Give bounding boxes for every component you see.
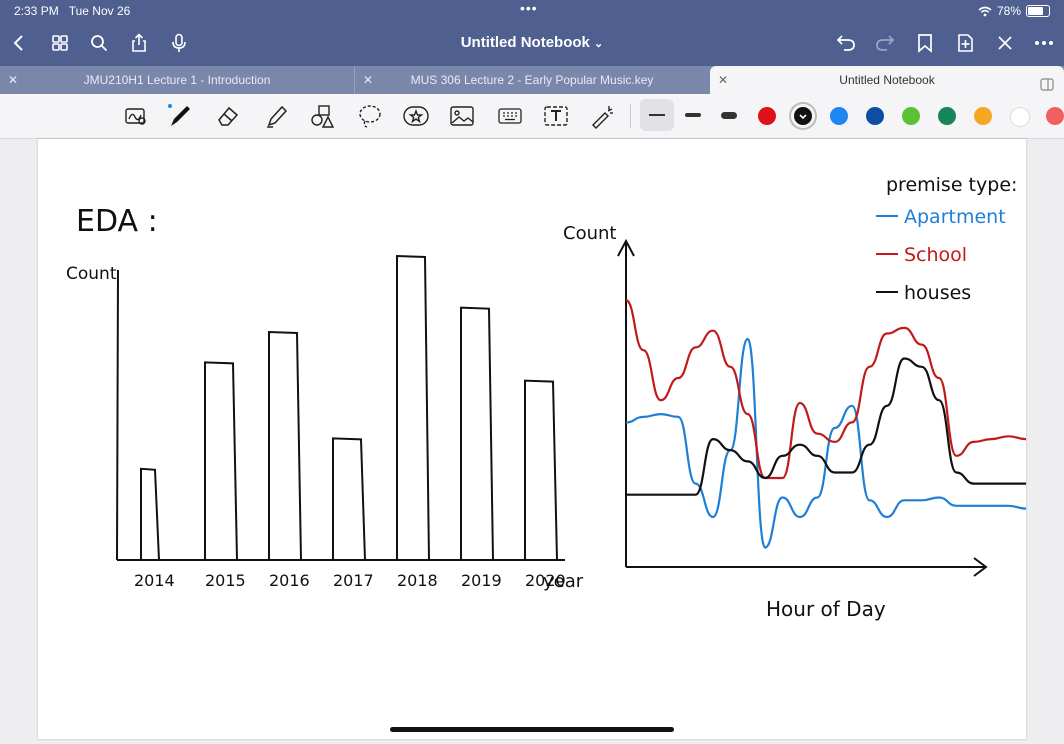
- add-page-icon[interactable]: [952, 30, 978, 56]
- shapes-icon[interactable]: [308, 102, 336, 130]
- share-icon[interactable]: [126, 30, 152, 56]
- tab-label: MUS 306 Lecture 2 - Early Popular Music.…: [410, 73, 654, 87]
- tab-close-icon[interactable]: ✕: [363, 73, 374, 87]
- bar-tick-label: 2016: [269, 571, 310, 590]
- lasso-image-icon[interactable]: [122, 102, 150, 130]
- tab-close-icon[interactable]: ✕: [718, 73, 729, 87]
- wifi-icon: [978, 6, 992, 16]
- color-swatch[interactable]: [830, 107, 848, 125]
- close-icon[interactable]: [992, 30, 1018, 56]
- color-swatch[interactable]: [1010, 107, 1030, 127]
- bar: [204, 361, 238, 561]
- bar: [140, 467, 160, 561]
- split-view-icon[interactable]: [1040, 73, 1054, 101]
- tab-mus306[interactable]: ✕ MUS 306 Lecture 2 - Early Popular Musi…: [355, 66, 709, 94]
- bookmark-icon[interactable]: [912, 30, 938, 56]
- stroke-thin-button[interactable]: [640, 99, 674, 131]
- line-chart: [617, 238, 1027, 577]
- back-icon[interactable]: [6, 30, 32, 56]
- pen-icon[interactable]: [166, 102, 194, 130]
- chevron-down-icon[interactable]: ⌄: [594, 38, 604, 50]
- clock-date: Tue Nov 26: [68, 4, 131, 18]
- grid-view-icon[interactable]: [47, 30, 73, 56]
- lasso-icon[interactable]: [356, 102, 384, 130]
- tab-untitled-notebook[interactable]: ✕ Untitled Notebook: [710, 66, 1064, 94]
- image-icon[interactable]: [448, 102, 476, 130]
- notebook-title: Untitled Notebook ⌄: [0, 34, 1064, 51]
- microphone-icon[interactable]: [166, 30, 192, 56]
- legend-label: Apartment: [904, 206, 1006, 228]
- color-swatch[interactable]: [938, 107, 956, 125]
- laser-pointer-icon[interactable]: [588, 102, 616, 130]
- bar: [268, 330, 302, 561]
- legend-label: houses: [904, 282, 971, 304]
- bar-tick-label: 2017: [333, 571, 374, 590]
- home-indicator[interactable]: [390, 727, 674, 732]
- series-line-school: [625, 299, 1027, 480]
- tab-label: Untitled Notebook: [839, 73, 935, 87]
- document-tabs: ✕ JMU210H1 Lecture 1 - Introduction ✕ MU…: [0, 66, 1064, 94]
- line-x-axis: [626, 557, 988, 577]
- bar-y-axis: [116, 269, 119, 561]
- series-line-apartment: [625, 337, 1027, 549]
- bar: [332, 437, 366, 561]
- tab-jmu210h1[interactable]: ✕ JMU210H1 Lecture 1 - Introduction: [0, 66, 355, 94]
- bar-x-axis-label: year: [543, 571, 584, 592]
- notebook-title-text[interactable]: Untitled Notebook: [460, 34, 590, 51]
- eda-heading: EDA :: [76, 204, 158, 239]
- bar: [460, 306, 494, 561]
- bar-tick-label: 2014: [134, 571, 175, 590]
- status-time: 2:33 PM Tue Nov 26: [14, 4, 130, 18]
- sticker-icon[interactable]: [402, 102, 430, 130]
- drawing-toolbar: [0, 94, 1064, 139]
- stroke-medium-button[interactable]: [676, 99, 710, 131]
- battery-percent: 78%: [996, 4, 1021, 18]
- toolbar-divider: [630, 104, 631, 128]
- color-swatch[interactable]: [794, 107, 812, 125]
- redo-icon[interactable]: [872, 30, 898, 56]
- bar-tick-label: 2015: [205, 571, 246, 590]
- tab-close-icon[interactable]: ✕: [8, 73, 19, 87]
- handwritten-notes: EDA : Count year Count Hour of Day premi…: [66, 174, 1027, 621]
- color-swatch[interactable]: [1046, 107, 1064, 125]
- top-bar: 2:33 PM Tue Nov 26 ••• 78% U: [0, 0, 1064, 66]
- line-y-axis-label: Count: [563, 223, 616, 244]
- bar-y-axis-label: Count: [66, 264, 117, 284]
- color-swatch[interactable]: [866, 107, 884, 125]
- notebook-page[interactable]: EDA : Count year Count Hour of Day premi…: [38, 139, 1027, 739]
- color-swatch[interactable]: [974, 107, 992, 125]
- keyboard-icon[interactable]: [496, 102, 524, 130]
- highlighter-icon[interactable]: [262, 102, 290, 130]
- color-swatch[interactable]: [902, 107, 920, 125]
- bar: [396, 254, 430, 561]
- line-chart-legend: Apartment School houses: [876, 206, 1006, 304]
- search-icon[interactable]: [86, 30, 112, 56]
- multitasking-dots[interactable]: •••: [520, 0, 538, 16]
- bar-chart: 2014 2015 2016 2017 2018 2019 2020: [116, 254, 566, 590]
- line-x-axis-label: Hour of Day: [766, 597, 886, 621]
- more-icon[interactable]: [1031, 30, 1057, 56]
- battery-icon: [1026, 5, 1050, 17]
- undo-icon[interactable]: [833, 30, 859, 56]
- eraser-icon[interactable]: [214, 102, 242, 130]
- legend-title: premise type:: [886, 174, 1017, 196]
- clock-time: 2:33 PM: [14, 4, 59, 18]
- series-line-houses: [626, 357, 1026, 496]
- text-box-icon[interactable]: [542, 102, 570, 130]
- tab-label: JMU210H1 Lecture 1 - Introduction: [83, 73, 271, 87]
- color-swatch[interactable]: [758, 107, 776, 125]
- line-y-axis: [617, 238, 635, 567]
- bar-tick-label: 2018: [397, 571, 438, 590]
- status-right: 78%: [978, 4, 1050, 18]
- bar-tick-label: 2019: [461, 571, 502, 590]
- bar-tick-label: 2020: [525, 571, 566, 590]
- stroke-thick-button[interactable]: [712, 99, 746, 131]
- bar: [524, 379, 558, 561]
- legend-label: School: [904, 244, 967, 266]
